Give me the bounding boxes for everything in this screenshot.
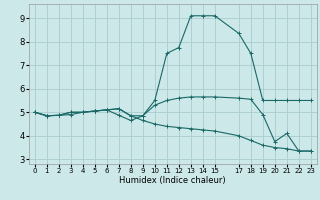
X-axis label: Humidex (Indice chaleur): Humidex (Indice chaleur) (119, 176, 226, 185)
